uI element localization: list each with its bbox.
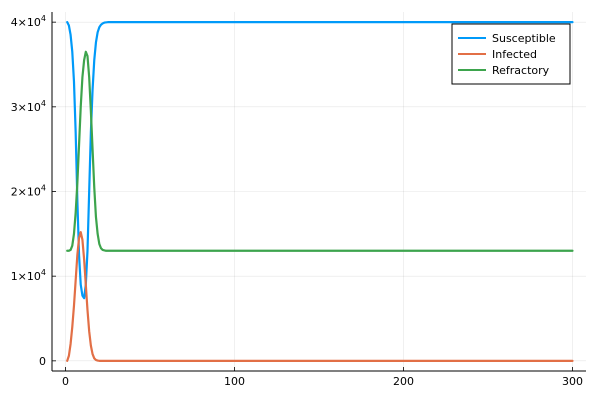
x-tick-label: 100 [224, 375, 245, 388]
y-tick-mantissa: 3×10 [11, 101, 41, 114]
y-tick-label: 0 [39, 355, 46, 368]
y-tick-exponent: 4 [41, 184, 46, 193]
series-group [66, 21, 574, 362]
legend-label: Infected [492, 48, 537, 61]
x-tick-label: 0 [62, 375, 69, 388]
y-tick-label: 2×104 [11, 184, 46, 199]
y-tick-label: 3×104 [11, 99, 46, 114]
y-tick-exponent: 4 [41, 14, 46, 23]
y-tick-mantissa: 2×10 [11, 186, 41, 199]
legend-label: Susceptible [492, 32, 556, 45]
y-tick-exponent: 4 [41, 268, 46, 277]
legend-label: Refractory [492, 64, 550, 77]
x-ticks: 0 100 200 300 [62, 367, 583, 388]
y-tick-label: 4×104 [11, 14, 46, 29]
legend: Susceptible Infected Refractory [451, 23, 571, 85]
y-tick-label: 1×104 [11, 268, 46, 283]
y-tick-exponent: 4 [41, 99, 46, 108]
series-line-refractory [66, 50, 574, 252]
series-line-infected [66, 231, 574, 362]
y-tick-mantissa: 1×10 [11, 270, 41, 283]
x-tick-label: 200 [393, 375, 414, 388]
y-tick-mantissa: 4×10 [11, 16, 41, 29]
x-tick-label: 300 [562, 375, 583, 388]
